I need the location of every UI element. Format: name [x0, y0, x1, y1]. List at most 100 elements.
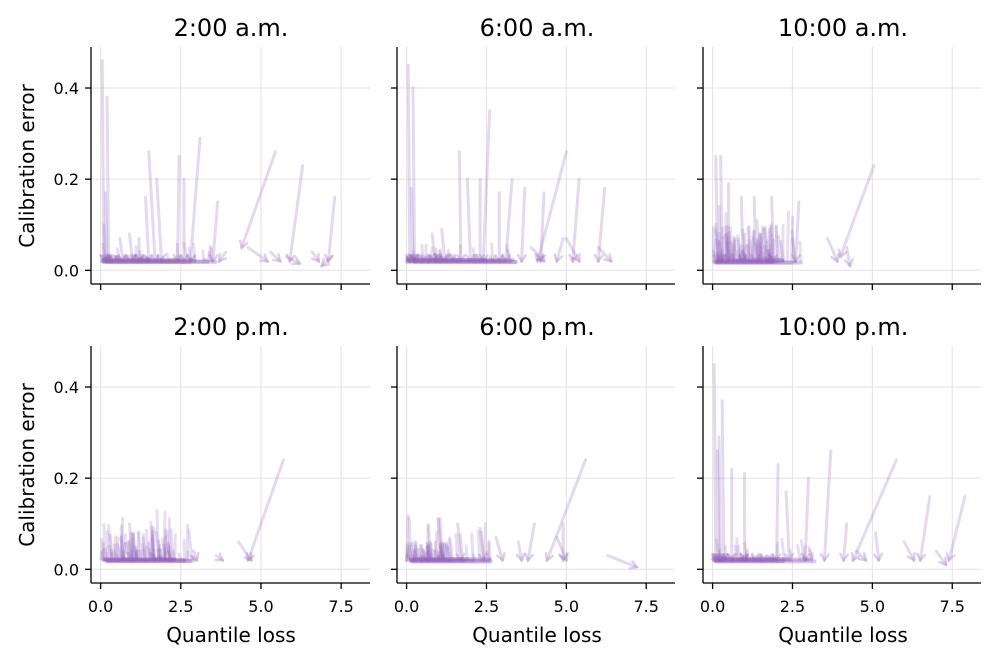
trajectory-segment	[418, 254, 423, 264]
trajectory-segment	[137, 549, 142, 561]
trajectory-segment	[490, 242, 494, 263]
trajectory-segment	[440, 227, 447, 263]
trajectory-segment	[411, 257, 417, 263]
trajectory-segment	[138, 253, 143, 263]
trajectory-segment	[102, 258, 107, 263]
trajectory-segment	[770, 255, 775, 263]
trajectory-segment	[433, 252, 438, 264]
trajectory-segment	[405, 553, 412, 561]
trajectory-segment	[536, 150, 568, 263]
trajectory-segment	[144, 195, 151, 263]
trajectory-segment	[436, 554, 442, 561]
trajectory-segment	[424, 256, 430, 263]
trajectory-segment	[101, 242, 108, 264]
trajectory-segment	[326, 195, 337, 263]
trajectory-segment	[417, 256, 422, 263]
trajectory-segment	[109, 255, 114, 262]
trajectory-segment	[130, 532, 137, 563]
trajectory-segment	[476, 529, 482, 563]
trajectory-segment	[106, 255, 111, 262]
arrow-head	[291, 256, 302, 266]
trajectory-segment	[790, 215, 795, 262]
trajectory-segment	[733, 544, 739, 562]
trajectory-segment	[141, 536, 147, 563]
trajectory-segment	[724, 225, 730, 262]
arrow-head	[149, 253, 160, 264]
trajectory-segment	[494, 535, 504, 562]
trajectory-segment	[165, 530, 171, 563]
trajectory-segment	[794, 200, 801, 263]
trajectory-segment	[731, 552, 736, 563]
trajectory-segment	[739, 552, 745, 562]
trajectory-segment	[434, 530, 439, 563]
x-tick-label: 2.5	[474, 597, 499, 616]
trajectory-segment	[426, 524, 433, 561]
trajectory-segment	[437, 517, 443, 561]
arrow-head	[715, 553, 726, 563]
trajectory-segment	[127, 232, 135, 263]
trajectory-segment	[412, 548, 419, 561]
trajectory-segment	[795, 544, 802, 563]
trajectory-segment	[774, 463, 780, 562]
trajectory-segment	[126, 542, 131, 562]
trajectory-segment	[410, 550, 415, 563]
trajectory-segment	[717, 231, 723, 262]
trajectory-segment	[713, 556, 719, 563]
trajectory-segment	[448, 253, 454, 262]
trajectory-segment	[107, 258, 112, 264]
trajectory-segment	[127, 540, 133, 561]
trajectory-segment	[714, 538, 721, 562]
trajectory-segment	[736, 249, 743, 263]
x-tick-label: 5.0	[860, 597, 885, 616]
trajectory-segment	[433, 557, 439, 562]
trajectory-segment	[162, 543, 168, 562]
trajectory-segment	[122, 542, 127, 561]
panel-6pm: 6:00 p.m. Quantile loss 0.0 2.5 5.0 7.5	[391, 313, 675, 647]
trajectory-segment	[798, 240, 803, 262]
arrow-head	[837, 248, 848, 259]
trajectory-segment	[738, 244, 742, 263]
trajectory-segment	[720, 248, 724, 262]
arrow-head	[515, 552, 526, 563]
arrow-head	[245, 552, 255, 563]
trajectory-segment	[438, 248, 444, 262]
trajectory-segment	[746, 243, 751, 262]
trajectory-segment	[712, 362, 718, 562]
trajectory-segment	[934, 549, 948, 567]
trajectory-segment	[136, 257, 143, 262]
trajectory-segment	[129, 253, 136, 263]
trajectory-segment	[727, 230, 734, 261]
arrow-head	[127, 253, 137, 264]
x-tick-label: 0.0	[700, 597, 725, 616]
trajectory-segment	[769, 256, 773, 263]
arrow-head	[750, 253, 761, 264]
trajectory-segment	[429, 555, 434, 562]
trajectory-segment	[411, 554, 416, 560]
trajectory-segment	[444, 557, 449, 562]
trajectory-segment	[171, 549, 176, 562]
trajectory-segment	[725, 232, 731, 262]
trajectory-segment	[754, 555, 761, 562]
arrow-head	[409, 254, 420, 264]
arrow-head	[534, 253, 544, 264]
trajectory-segment	[411, 249, 416, 262]
trajectory-segment	[149, 520, 155, 562]
trajectory-segment	[438, 554, 443, 562]
trajectory-segment	[177, 552, 183, 562]
trajectory-segment	[526, 522, 536, 562]
trajectory-segment	[418, 543, 423, 562]
arrow-head	[830, 253, 840, 264]
trajectory-segment	[113, 535, 117, 561]
trajectory-segment	[744, 553, 749, 562]
trajectory-segment	[714, 258, 722, 263]
trajectory-segment	[125, 254, 131, 264]
trajectory-segment	[516, 540, 524, 562]
trajectory-segment	[424, 546, 429, 562]
trajectory-segment	[288, 164, 305, 263]
trajectory-segment	[436, 254, 442, 264]
trajectory-segment	[135, 257, 140, 262]
trajectory-segment	[167, 516, 172, 561]
trajectory-segment	[285, 255, 301, 265]
arrow-head	[916, 552, 927, 563]
trajectory-segment	[505, 243, 511, 262]
